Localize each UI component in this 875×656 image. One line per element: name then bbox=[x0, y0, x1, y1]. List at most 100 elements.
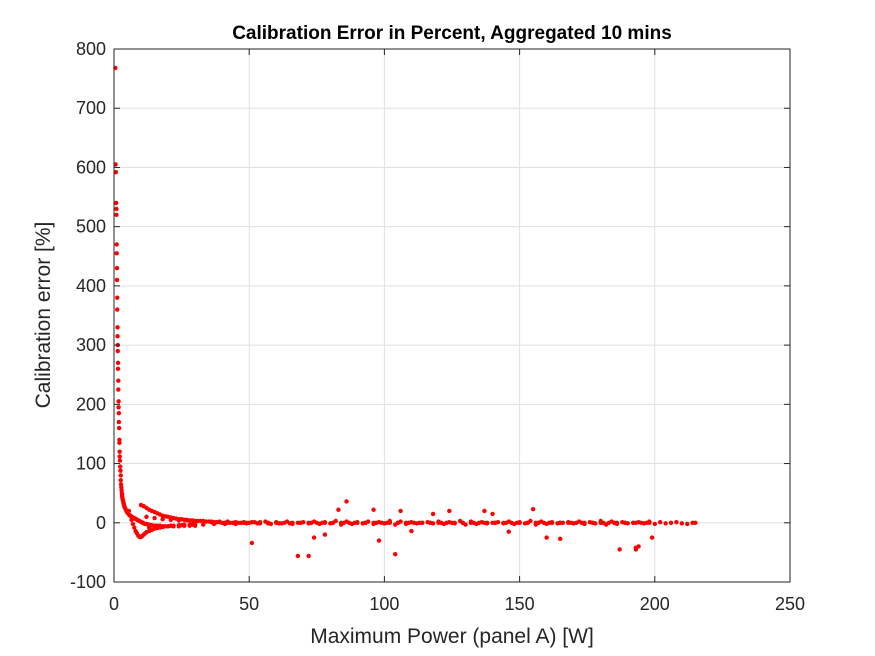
data-point bbox=[460, 520, 466, 525]
data-point bbox=[114, 251, 119, 256]
data-point bbox=[115, 295, 120, 300]
data-point bbox=[685, 521, 690, 527]
data-point bbox=[617, 547, 622, 552]
data-point bbox=[311, 535, 317, 540]
data-point bbox=[649, 535, 655, 540]
x-axis-label: Maximum Power (panel A) [W] bbox=[310, 625, 594, 648]
data-point bbox=[471, 520, 476, 525]
data-point bbox=[557, 520, 563, 525]
y-tick-label: 300 bbox=[76, 335, 106, 355]
y-tick-label: 500 bbox=[76, 217, 106, 237]
data-point bbox=[406, 520, 411, 525]
data-point bbox=[679, 521, 685, 526]
data-point bbox=[298, 520, 303, 525]
y-tick-labels: -100 0 100 200 300 400 500 600 700 800 bbox=[70, 39, 106, 592]
x-tick-label: 0 bbox=[109, 594, 119, 614]
data-point bbox=[128, 513, 133, 518]
data-point bbox=[118, 477, 123, 483]
data-point bbox=[255, 521, 260, 526]
data-point bbox=[636, 544, 641, 549]
data-point bbox=[536, 520, 541, 525]
data-point bbox=[622, 520, 628, 525]
data-point bbox=[168, 517, 173, 523]
data-point bbox=[115, 366, 121, 371]
data-point bbox=[309, 520, 314, 525]
data-point bbox=[144, 514, 149, 520]
y-tick-label: 100 bbox=[76, 454, 106, 474]
data-point bbox=[447, 508, 452, 514]
data-point bbox=[113, 169, 119, 175]
data-point bbox=[117, 458, 123, 463]
axes bbox=[113, 48, 791, 583]
y-tick-label: 200 bbox=[76, 394, 106, 414]
data-point bbox=[438, 520, 444, 525]
data-point bbox=[179, 522, 184, 528]
data-point bbox=[374, 520, 379, 525]
data-point bbox=[493, 520, 498, 525]
data-point bbox=[379, 520, 384, 525]
data-point bbox=[126, 508, 132, 514]
data-point bbox=[482, 520, 487, 525]
data-point bbox=[117, 454, 122, 459]
data-point bbox=[525, 520, 530, 525]
data-point bbox=[506, 529, 511, 534]
data-point bbox=[428, 520, 433, 525]
data-point bbox=[514, 520, 520, 525]
data-point bbox=[347, 520, 352, 525]
plot-frame bbox=[113, 48, 791, 583]
data-point bbox=[114, 242, 119, 247]
data-point bbox=[115, 307, 120, 312]
data-point bbox=[132, 525, 137, 530]
data-point bbox=[541, 520, 547, 525]
data-point bbox=[409, 528, 414, 534]
data-point bbox=[330, 520, 336, 525]
data-point bbox=[118, 473, 123, 478]
data-point bbox=[509, 520, 514, 525]
data-point bbox=[114, 265, 120, 271]
data-point bbox=[579, 520, 584, 525]
data-point bbox=[430, 511, 436, 517]
data-point bbox=[116, 405, 121, 410]
data-point bbox=[282, 520, 287, 525]
data-point bbox=[118, 468, 123, 473]
data-point bbox=[130, 521, 136, 527]
data-point bbox=[233, 521, 238, 527]
data-point bbox=[633, 520, 639, 525]
data-point bbox=[217, 519, 222, 524]
data-point bbox=[113, 162, 118, 167]
data-point bbox=[376, 538, 382, 543]
x-tick-label: 250 bbox=[775, 594, 805, 614]
data-point bbox=[652, 521, 657, 527]
y-axis-label: Calibration error [%] bbox=[32, 222, 55, 409]
data-point bbox=[363, 520, 368, 525]
data-point bbox=[398, 508, 403, 514]
data-point bbox=[146, 525, 152, 530]
data-point bbox=[444, 520, 449, 525]
data-point bbox=[295, 553, 301, 559]
data-point bbox=[557, 536, 563, 541]
y-tick-label: 700 bbox=[76, 98, 106, 118]
data-point bbox=[547, 520, 552, 525]
data-point bbox=[568, 520, 574, 525]
data-point bbox=[176, 518, 182, 523]
y-tick-label: 0 bbox=[96, 513, 106, 533]
data-point bbox=[644, 520, 649, 525]
data-point bbox=[115, 360, 121, 366]
data-point bbox=[693, 520, 698, 525]
data-point bbox=[265, 521, 271, 526]
data-point bbox=[116, 419, 122, 425]
data-point bbox=[449, 520, 455, 525]
data-point bbox=[663, 521, 668, 526]
data-point bbox=[115, 334, 120, 339]
data-point bbox=[574, 520, 579, 525]
data-point bbox=[211, 521, 217, 527]
data-point bbox=[160, 517, 165, 522]
data-point bbox=[117, 440, 122, 446]
data-point bbox=[612, 520, 617, 525]
data-point bbox=[344, 499, 349, 504]
y-tick-label: 400 bbox=[76, 276, 106, 296]
x-tick-labels: 0 50 100 150 200 250 bbox=[109, 594, 805, 614]
data-point bbox=[287, 521, 292, 526]
data-point bbox=[658, 519, 663, 525]
